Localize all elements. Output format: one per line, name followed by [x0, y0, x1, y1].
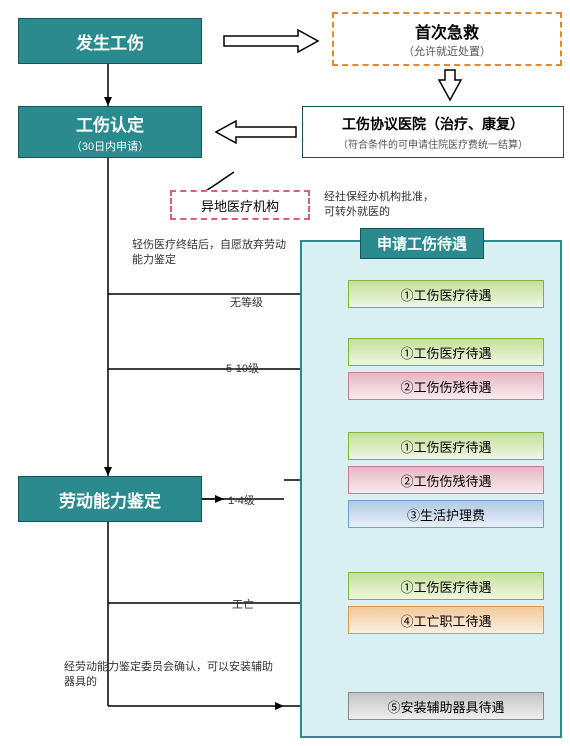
node-first_aid: 首次急救（允许就近处置）	[332, 12, 562, 66]
benefit-item: ③生活护理费	[348, 500, 544, 528]
note3: 经劳动能力鉴定委员会确认，可以安装辅助器具的	[64, 660, 274, 691]
node-proto-hospital: 工伤协议医院（治疗、康复）（符合条件的可申请住院医疗费统一结算）	[302, 106, 564, 158]
node-injury: 发生工伤	[18, 18, 202, 64]
benefit-item: ①工伤医疗待遇	[348, 572, 544, 600]
benefit-item: ④工亡职工待遇	[348, 606, 544, 634]
note2: 经社保经办机构批准，可转外就医的	[324, 190, 444, 221]
group-label: 无等级	[230, 294, 263, 310]
group-label: 5-10级	[226, 360, 259, 376]
node-remote: 异地医疗机构	[170, 190, 310, 220]
benefit-item: ①工伤医疗待遇	[348, 280, 544, 308]
benefit-item: ①工伤医疗待遇	[348, 338, 544, 366]
benefit-item: ②工伤伤残待遇	[348, 466, 544, 494]
node-identify: 工伤认定（30日内申请）	[18, 106, 202, 158]
benefits-panel-title: 申请工伤待遇	[360, 228, 484, 259]
node-assess: 劳动能力鉴定	[18, 476, 202, 522]
flowchart-canvas: 发生工伤工伤认定（30日内申请） 劳动能力鉴定 首次急救（允许就近处置） 异地医疗机构…	[0, 0, 570, 746]
group-label: 1-4级	[228, 492, 255, 508]
group-label: 工亡	[232, 596, 254, 612]
benefit-item: ①工伤医疗待遇	[348, 432, 544, 460]
note1: 轻伤医疗终结后，自愿放弃劳动能力鉴定	[132, 238, 296, 269]
benefit-item: ②工伤伤残待遇	[348, 372, 544, 400]
benefit-item: ⑤安装辅助器具待遇	[348, 692, 544, 720]
